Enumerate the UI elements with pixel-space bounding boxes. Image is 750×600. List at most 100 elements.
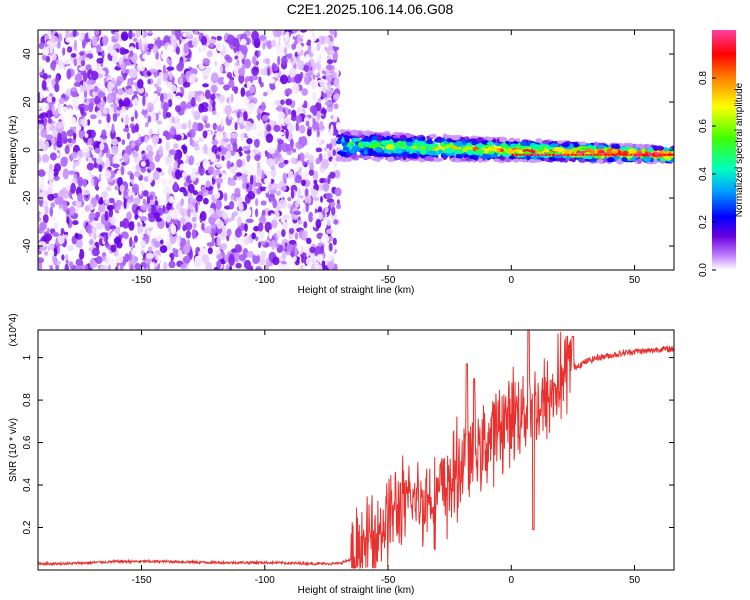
heatmap-cell (168, 149, 177, 156)
heatmap-cell (226, 143, 232, 152)
heatmap-cell (303, 64, 310, 73)
heatmap-cell (194, 106, 199, 112)
heatmap-cell (286, 123, 294, 133)
heatmap-cell (193, 260, 202, 268)
heatmap-cell (326, 136, 332, 145)
heatmap-cell (173, 143, 179, 149)
heatmap-cell (220, 243, 228, 251)
heatmap-cell (416, 147, 422, 151)
heatmap-cell (273, 72, 279, 77)
y-tick-label: 1 (22, 354, 33, 360)
spectrogram-x-ticks: -150 -100 -50 0 50 (132, 30, 641, 286)
heatmap-cell (291, 84, 300, 94)
heatmap-cell (503, 153, 511, 158)
y-tick-label: 0 (22, 147, 33, 153)
heatmap-cell (49, 152, 57, 161)
heatmap-cell (104, 210, 109, 221)
heatmap-cell (41, 103, 50, 112)
heatmap-cell (279, 157, 285, 163)
heatmap-cell (198, 46, 202, 53)
heatmap-cell (64, 254, 69, 261)
heatmap-cell (97, 51, 102, 56)
heatmap-cell (148, 30, 153, 35)
heatmap-cell (38, 169, 46, 177)
heatmap-cell (301, 88, 309, 96)
heatmap-cell (310, 62, 318, 69)
heatmap-cell (156, 120, 163, 125)
heatmap-cell (124, 114, 129, 125)
heatmap-cell (207, 207, 215, 216)
heatmap-cell (302, 206, 307, 215)
heatmap-cell (211, 140, 219, 145)
heatmap-cell (44, 233, 53, 242)
heatmap-cell (294, 73, 302, 84)
heatmap-cell (326, 59, 334, 65)
heatmap-cell (188, 155, 195, 166)
heatmap-cell (39, 89, 44, 100)
heatmap-cell (131, 247, 139, 256)
heatmap-cell (129, 46, 135, 52)
heatmap-cell (301, 179, 306, 187)
heatmap-cell (223, 84, 230, 91)
heatmap-cell (140, 204, 148, 211)
heatmap-cell (662, 153, 666, 156)
heatmap-cell (196, 149, 204, 157)
heatmap-cell (196, 194, 203, 202)
heatmap-cell (625, 153, 629, 156)
heatmap-cell (139, 240, 146, 248)
heatmap-cell (666, 153, 670, 156)
heatmap-cell (520, 141, 528, 147)
heatmap-cell (51, 53, 57, 60)
heatmap-cell (312, 121, 320, 131)
heatmap-cell (187, 183, 195, 194)
heatmap-cell (320, 244, 325, 254)
heatmap-cell (49, 206, 54, 217)
heatmap-cell (93, 233, 97, 240)
heatmap-cell (77, 192, 83, 202)
heatmap-cell (111, 38, 118, 43)
heatmap-cell (255, 198, 259, 207)
heatmap-cell (60, 227, 65, 235)
heatmap-cell (142, 190, 149, 197)
heatmap-cell (190, 97, 196, 107)
heatmap-cell (175, 95, 182, 101)
heatmap-cell (301, 254, 305, 264)
heatmap-cell (92, 247, 100, 257)
heatmap-cell (251, 55, 257, 65)
heatmap-cell (62, 168, 69, 180)
heatmap-cell (320, 195, 323, 203)
heatmap-cell (50, 216, 57, 222)
heatmap-cell (51, 96, 56, 102)
heatmap-cell (122, 152, 129, 162)
heatmap-cell (305, 120, 310, 127)
heatmap-cell (235, 210, 244, 219)
heatmap-cell (313, 179, 318, 185)
heatmap-cell (166, 202, 172, 211)
heatmap-cell (181, 123, 187, 130)
heatmap-cell (58, 97, 65, 105)
y-tick-label: -20 (22, 190, 33, 205)
heatmap-cell (280, 99, 285, 105)
heatmap-cell (266, 124, 272, 132)
heatmap-cell (240, 87, 246, 97)
heatmap-cell (187, 208, 191, 218)
heatmap-cell (317, 137, 322, 146)
heatmap-cell (182, 224, 187, 232)
heatmap-cell (189, 192, 193, 204)
heatmap-cell (299, 136, 308, 147)
heatmap-cell (294, 232, 299, 240)
heatmap-cell (95, 222, 104, 230)
heatmap-cell (298, 152, 305, 162)
heatmap-cell (363, 155, 372, 160)
heatmap-cell (238, 117, 244, 124)
heatmap-cell (98, 164, 103, 173)
heatmap-cell (223, 192, 228, 202)
heatmap-cell (40, 128, 48, 138)
heatmap-cell (163, 260, 168, 270)
heatmap-cell (105, 158, 110, 168)
heatmap-cell (648, 153, 652, 156)
heatmap-cell (522, 153, 526, 156)
heatmap-cell (302, 171, 309, 182)
heatmap-cell (282, 214, 291, 221)
heatmap-cell (247, 95, 254, 101)
